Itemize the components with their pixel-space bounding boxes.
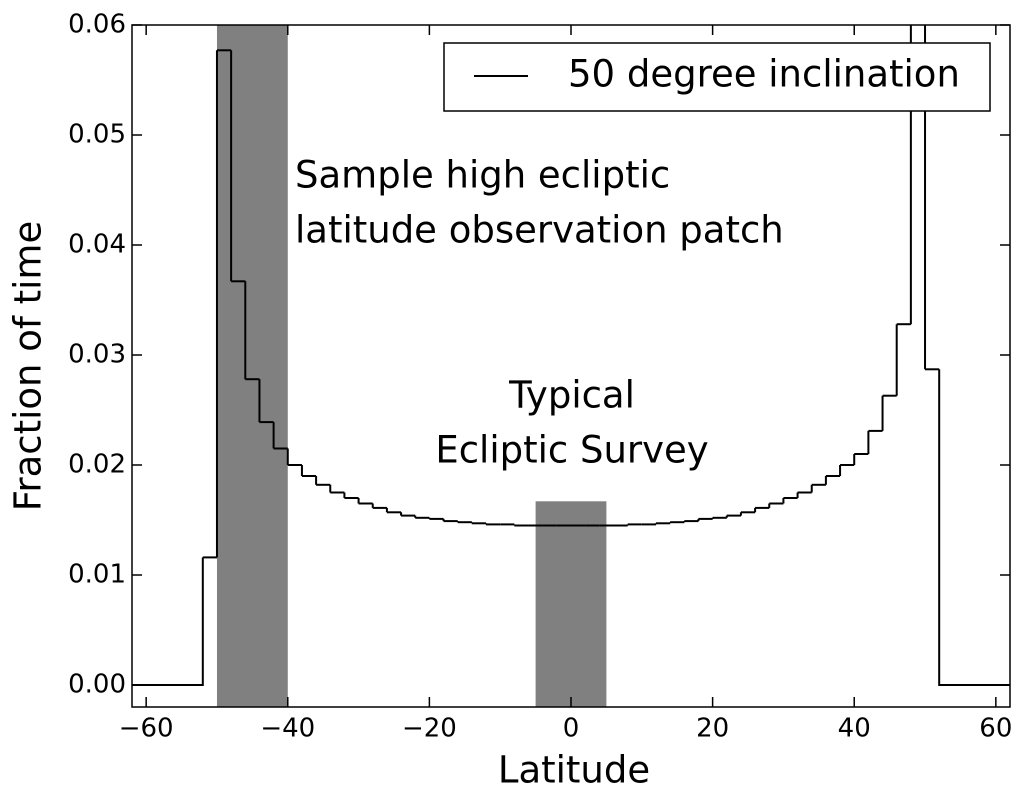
x-tick-label: −20	[402, 714, 457, 744]
x-tick-label: 40	[838, 714, 871, 744]
shaded-region	[216, 25, 288, 707]
y-tick-label: 0.05	[68, 120, 126, 150]
annotation: latitude observation patch	[295, 209, 784, 252]
annotation: Sample high ecliptic	[295, 154, 670, 197]
y-tick-label: 0.02	[68, 450, 126, 480]
y-tick-label: 0.03	[68, 340, 126, 370]
x-tick-label: 60	[979, 714, 1012, 744]
x-tick-label: 0	[563, 714, 580, 744]
annotation: Ecliptic Survey	[435, 429, 708, 472]
shaded-region	[535, 501, 607, 707]
y-tick-label: 0.04	[68, 230, 126, 260]
shaded-regions	[216, 25, 607, 707]
series-lines	[132, 25, 1010, 686]
x-tick-label: −60	[119, 714, 174, 744]
legend-label: 50 degree inclination	[568, 53, 960, 96]
annotation: Typical	[508, 374, 635, 417]
x-tick-label: 20	[696, 714, 729, 744]
legend-box	[443, 42, 991, 112]
y-tick-label: 0.06	[68, 10, 126, 40]
y-tick-label: 0.00	[68, 670, 126, 700]
y-axis-label: Fraction of time	[7, 221, 50, 511]
x-axis-label: Latitude	[498, 749, 650, 792]
y-tick-label: 0.01	[68, 560, 126, 590]
x-tick-label: −40	[260, 714, 315, 744]
